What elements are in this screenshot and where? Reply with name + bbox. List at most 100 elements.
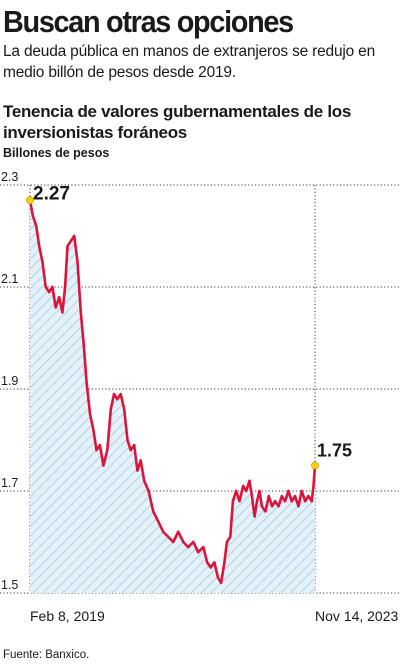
data-point (51, 285, 54, 289)
data-point (187, 545, 190, 549)
data-point (116, 398, 119, 401)
series-area (30, 200, 315, 594)
data-point (119, 392, 122, 396)
data-point (219, 581, 223, 584)
data-point (241, 484, 245, 488)
data-point (270, 505, 274, 508)
data-point (223, 561, 226, 564)
data-point (109, 408, 113, 411)
data-point (162, 530, 165, 533)
data-point (290, 500, 293, 503)
data-point (280, 494, 283, 498)
data-label: 2.27 (33, 183, 70, 204)
dek: La deuda pública en manos de extranjeros… (3, 43, 375, 81)
data-point (216, 576, 220, 579)
data-point (152, 510, 155, 513)
y-tick-label: 1.5 (1, 578, 18, 592)
data-point (209, 566, 212, 569)
data-point (250, 494, 254, 498)
data-point (92, 428, 95, 431)
chart-title: Tenencia de valores gubernamentales de l… (3, 102, 351, 142)
data-point (157, 520, 160, 523)
data-point (297, 505, 300, 508)
data-point (307, 494, 310, 498)
data-point (283, 500, 287, 503)
data-point (44, 285, 47, 289)
highlight-marker (26, 196, 34, 205)
data-point (304, 500, 307, 503)
data-point (35, 224, 38, 227)
headline: Buscan otras opciones (3, 4, 294, 39)
data-point (300, 489, 303, 493)
data-point (139, 459, 142, 462)
y-tick-label: 1.7 (1, 476, 18, 490)
data-point (260, 505, 264, 508)
data-point (213, 561, 216, 564)
y-tick-label: 2.1 (1, 272, 18, 286)
data-point (133, 443, 136, 447)
data-point (287, 489, 290, 493)
data-point (238, 500, 241, 503)
data-point (61, 311, 64, 314)
data-point (112, 392, 116, 396)
data-point (258, 489, 261, 493)
data-point (177, 530, 180, 533)
data-point (192, 540, 195, 544)
data-point (267, 494, 270, 498)
data-point (202, 545, 205, 549)
data-point (73, 234, 76, 238)
units-label: Billones de pesos (3, 146, 110, 160)
data-point (88, 413, 92, 416)
data-point (197, 551, 200, 554)
data-point (63, 285, 67, 289)
source-note: Fuente: Banxico. (3, 649, 90, 661)
data-point (206, 561, 209, 564)
data-point (273, 500, 277, 503)
data-label: 1.75 (317, 441, 352, 461)
data-point (277, 505, 280, 508)
data-point (76, 260, 79, 263)
data-point (126, 438, 129, 442)
data-point (98, 443, 102, 447)
data-point (66, 245, 69, 248)
highlight-marker (311, 461, 319, 470)
data-point (38, 245, 41, 248)
data-point (106, 449, 109, 452)
data-point (253, 515, 256, 518)
data-point (310, 500, 313, 503)
y-tick-label: 2.3 (1, 170, 18, 184)
data-point (58, 296, 61, 299)
data-point (182, 540, 185, 544)
data-point (234, 489, 238, 493)
data-point (102, 464, 105, 467)
data-point (85, 382, 88, 386)
data-point (229, 535, 232, 539)
y-tick-label: 1.9 (1, 374, 18, 388)
data-point (225, 540, 229, 544)
data-point (245, 489, 248, 493)
data-point (69, 239, 73, 243)
area-chart: 2.3 2.1 1.9 1.7 1.5 Feb 8, 2019 Nov 14, 2023 2… (0, 170, 400, 624)
data-point (264, 510, 267, 513)
data-point (167, 535, 170, 539)
data-point (95, 449, 98, 452)
data-point (136, 469, 139, 472)
data-point (41, 260, 44, 263)
data-point (248, 479, 251, 482)
data-point (231, 500, 235, 503)
data-point (312, 484, 315, 488)
data-point (255, 500, 259, 503)
data-point (82, 341, 85, 345)
data-point (123, 408, 126, 411)
data-point (147, 489, 150, 493)
x-tick-label: Feb 8, 2019 (30, 608, 105, 624)
x-tick-label: Nov 14, 2023 (315, 608, 398, 624)
data-point (293, 494, 297, 498)
data-point (129, 449, 132, 452)
data-point (54, 306, 57, 309)
data-point (143, 479, 146, 482)
data-point (79, 311, 83, 314)
data-point (31, 214, 34, 217)
data-point (48, 290, 51, 294)
data-point (172, 540, 175, 544)
